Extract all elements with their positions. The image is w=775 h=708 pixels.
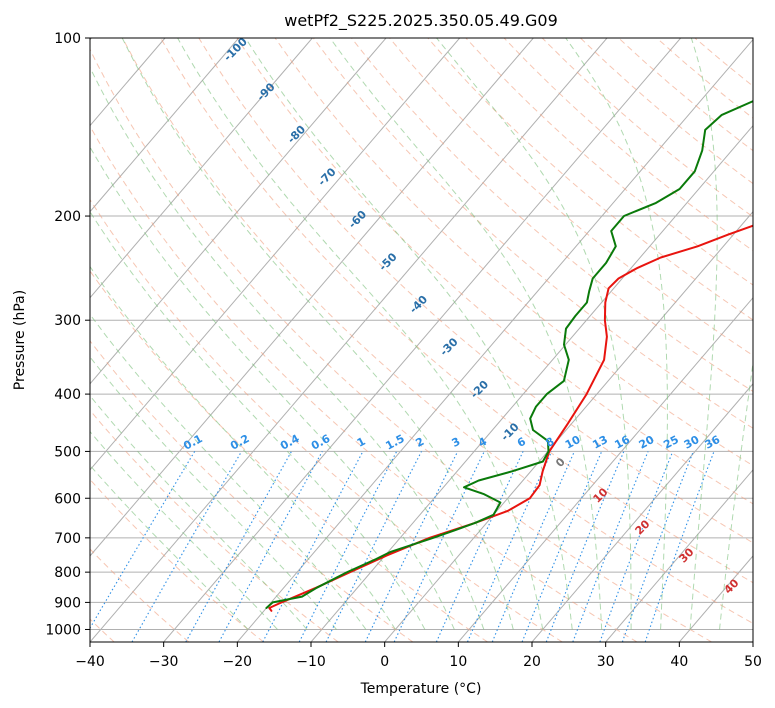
isotherm-line <box>163 38 682 642</box>
y-axis: 100 200 300 400 500 600 700 800 900 1000 <box>45 31 90 638</box>
y-tick-label: 1000 <box>45 622 81 638</box>
dry-adiabat-line <box>389 38 753 357</box>
dry-adiabat-line <box>90 478 264 642</box>
isotherm-line <box>90 38 608 642</box>
mixing-ratio-label: 25 <box>661 433 681 452</box>
y-tick-label: 100 <box>54 31 81 47</box>
y-axis-label: Pressure (hPa) <box>12 290 28 390</box>
mixing-ratio-line <box>298 451 398 642</box>
moist-adiabat-line <box>90 430 278 630</box>
dry-adiabat-line <box>90 48 712 642</box>
dry-adiabat-line <box>160 38 753 584</box>
mixing-ratio-line <box>491 451 575 642</box>
x-tick-label: −10 <box>296 654 326 670</box>
dry-adiabat-line <box>90 340 414 642</box>
x-tick-label: 20 <box>523 654 541 670</box>
sounding-profiles <box>265 100 753 612</box>
chart-title: wetPf2_S225.2025.350.05.49.G09 <box>284 11 558 31</box>
moist-adiabat-line <box>245 38 573 630</box>
moist-adiabat-line <box>90 66 485 630</box>
x-tick-label: 10 <box>449 654 467 670</box>
dry-adiabat-line <box>236 38 753 505</box>
y-tick-label: 800 <box>54 565 81 581</box>
moist-adiabat-line <box>90 394 308 630</box>
x-axis: −40 −30 −20 −10 0 10 20 30 40 50 <box>75 642 762 670</box>
isotherm-line <box>90 38 240 213</box>
mixing-ratio-line <box>218 451 323 642</box>
moist-adiabat-line <box>90 265 396 630</box>
y-tick-label: 500 <box>54 444 81 460</box>
moist-adiabat-line <box>90 464 249 630</box>
mixing-ratio-line <box>435 451 524 642</box>
y-tick-label: 900 <box>54 595 81 611</box>
y-tick-label: 200 <box>54 209 81 225</box>
moist-adiabat-line <box>689 38 718 630</box>
x-tick-label: 0 <box>380 654 389 670</box>
moist-adiabat-line <box>90 146 455 630</box>
mixing-ratio-line <box>325 451 422 642</box>
dry-adiabat-line <box>90 270 488 642</box>
dry-adiabat-line <box>274 38 753 467</box>
mixing-ratio-label: 36 <box>703 433 723 452</box>
y-tick-label: 700 <box>54 531 81 547</box>
x-tick-label: −30 <box>149 654 179 670</box>
dewpoint-profile-line <box>265 100 753 609</box>
y-tick-label: 600 <box>54 491 81 507</box>
moist-adiabat-line <box>719 359 753 630</box>
mixing-ratio-label: 16 <box>612 433 632 452</box>
mixing-ratio-label: 13 <box>590 433 610 452</box>
isotherm-line <box>605 469 753 642</box>
mixing-ratio-line <box>644 451 715 642</box>
dry-adiabat-line <box>351 38 753 393</box>
isotherm-line <box>531 383 753 642</box>
moist-adiabat-line <box>565 38 668 630</box>
x-tick-label: 30 <box>597 654 615 670</box>
mixing-ratio-line <box>621 451 694 642</box>
moist-adiabat-line <box>90 313 367 630</box>
x-tick-label: 50 <box>744 654 762 670</box>
mixing-ratio-line <box>185 451 292 642</box>
moist-adiabat-line <box>90 210 426 630</box>
mixing-ratio-label: 20 <box>637 433 657 452</box>
moist-adiabat-line <box>90 356 337 630</box>
mixing-ratio-line <box>599 451 674 642</box>
isotherm-line <box>384 210 753 642</box>
mixing-ratio-label: 10 <box>563 433 583 452</box>
moist-adiabat-line <box>329 38 603 630</box>
x-tick-label: −40 <box>75 654 105 670</box>
isotherm-line <box>90 38 387 385</box>
x-tick-label: 40 <box>670 654 688 670</box>
x-tick-label: −20 <box>223 654 253 670</box>
dry-adiabat-line <box>90 548 190 642</box>
mixing-ratio-line <box>572 451 649 642</box>
mixing-ratio-line <box>545 451 625 642</box>
isotherm-line <box>310 124 753 642</box>
isotherm-line <box>236 38 753 642</box>
dry-adiabat-line <box>90 198 563 642</box>
isotherm-line <box>90 38 313 299</box>
mixing-ratio-line <box>521 451 603 642</box>
isotherm-line <box>90 38 461 471</box>
moist-adiabat-line <box>121 38 514 630</box>
dry-adiabat-line <box>198 38 753 544</box>
plot-frame <box>89 37 754 643</box>
y-tick-label: 400 <box>54 387 81 403</box>
x-axis-label: Temperature (°C) <box>360 681 482 697</box>
dry-adiabat-line <box>312 38 753 429</box>
mixing-ratio-label: 30 <box>682 433 702 452</box>
moist-adiabat-line <box>436 38 632 630</box>
y-tick-label: 300 <box>54 313 81 329</box>
isotherm-line <box>90 38 534 557</box>
isotherm-line <box>457 296 753 642</box>
